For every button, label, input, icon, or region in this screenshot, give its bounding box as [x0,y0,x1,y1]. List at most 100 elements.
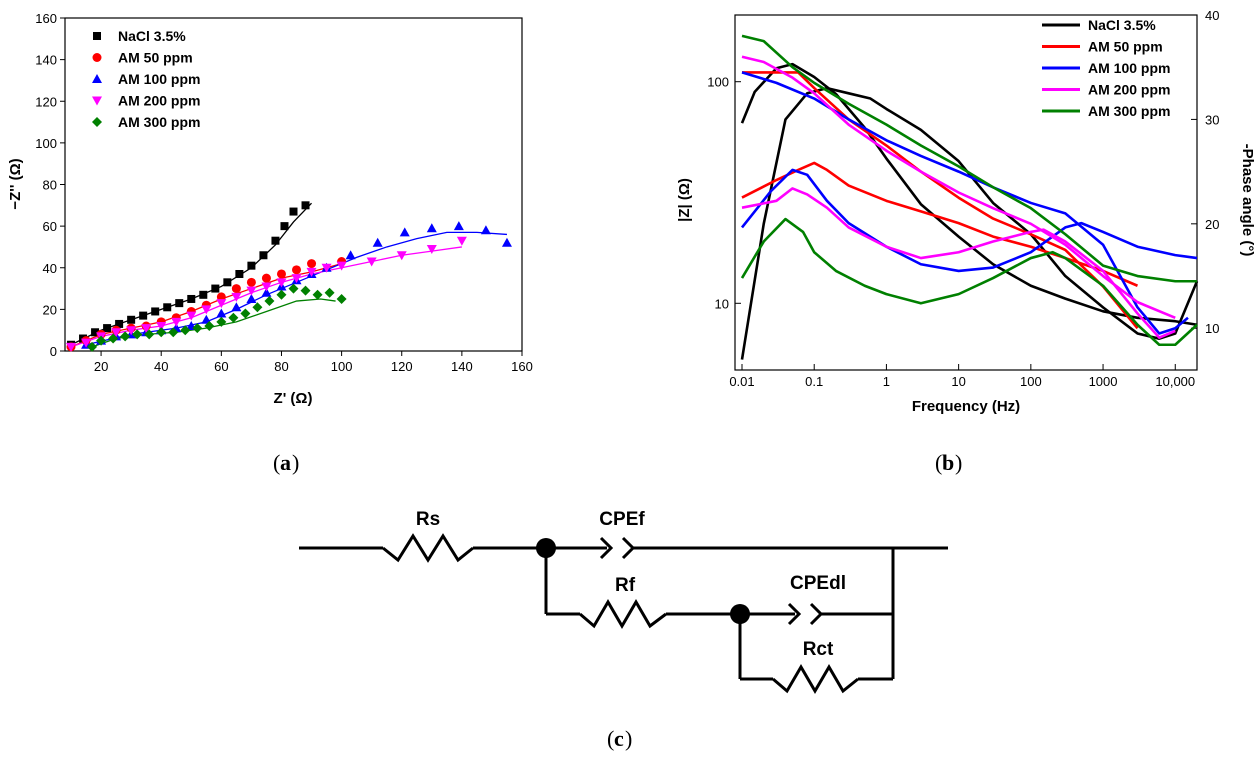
nyquist-point-3 [246,286,257,296]
circuit-node [536,538,556,558]
bode-y-tick-label: 10 [715,296,729,311]
nyquist-point-4 [192,323,203,334]
bode-series-lines [740,34,1199,360]
nyquist-x-tick-label: 100 [331,359,353,374]
nyquist-point-2 [261,287,272,297]
nyquist-point-1 [307,259,317,269]
nyquist-point-3 [336,261,347,271]
nyquist-point-4 [180,325,191,336]
nyquist-point-4 [204,321,215,332]
bode-modulus-line-4 [740,217,1198,347]
cpe-f-plate-1 [599,536,614,560]
nyquist-point-1 [246,277,256,287]
nyquist-point-3 [201,305,212,315]
nyquist-y-tick-label: 120 [35,94,57,109]
bode-x-tick-label: 10 [951,374,965,389]
nyquist-point-4 [108,333,119,344]
nyquist-point-3 [396,251,407,261]
nyquist-point-4 [312,289,323,300]
nyquist-point-3 [156,322,167,332]
nyquist-point-3 [111,328,122,338]
nyquist-point-0 [103,324,112,333]
nyquist-fit-lines [70,202,508,348]
nyquist-point-4 [276,289,287,300]
bode-modulus-line-3 [741,187,1176,339]
nyquist-x-axis-label: Z' (Ω) [274,390,313,407]
nyquist-legend-marker-0 [93,32,101,40]
nyquist-legend-label-4: AM 300 ppm [118,114,200,130]
nyquist-point-0 [223,278,232,287]
nyquist-point-3 [321,263,332,273]
nyquist-legend-label-1: AM 50 ppm [118,50,193,66]
panel-label-b: ( b ) [935,450,962,475]
svg-text:): ) [625,726,632,751]
nyquist-point-4 [228,312,239,323]
nyquist-y-tick-label: 140 [35,53,57,68]
nyquist-legend-marker-4 [92,117,102,127]
nyquist-x-tick-label: 60 [214,359,228,374]
nyquist-point-4 [324,287,335,298]
bode-axis-ticks: 0.01 0.1 1 10 100 1000 10,000 10 100 10 20 30 40 [707,8,1219,389]
nyquist-point-1 [276,269,286,279]
bode-x-tick-label: 1000 [1089,374,1118,389]
nyquist-point-4 [87,341,98,352]
nyquist-y-tick-label: 80 [43,178,57,193]
cpe-dl-plate-2 [809,602,824,626]
nyquist-point-0 [211,284,220,293]
nyquist-y-tick-label: 60 [43,219,57,234]
bode-x-tick-label: 0.1 [805,374,823,389]
svg-text:(: ( [273,450,280,475]
nyquist-legend-marker-2 [92,74,102,83]
nyquist-legend-label-3: AM 200 ppm [118,93,200,109]
nyquist-point-4 [240,308,251,319]
nyquist-point-4 [120,331,131,342]
nyquist-point-1 [292,265,302,275]
nyquist-point-2 [399,227,410,237]
nyquist-legend-label-2: AM 100 ppm [118,71,200,87]
bode-x-tick-label: 100 [1020,374,1042,389]
nyquist-chart: 20 40 60 80 100 120 140 160 0 20 40 60 80 100 120 140 16… [7,11,533,407]
nyquist-data-points [66,201,512,352]
nyquist-x-tick-label: 20 [94,359,108,374]
nyquist-y-tick-label: 0 [50,344,57,359]
bode-modulus-line-2 [740,168,1198,273]
nyquist-point-1 [231,284,241,294]
bode-y2-axis-label: -Phase angle (°) [1239,144,1256,257]
nyquist-y-tick-label: 20 [43,302,57,317]
bode-x-tick-label: 1 [883,374,890,389]
bode-x-tick-label: 10,000 [1155,374,1195,389]
nyquist-point-4 [288,283,299,294]
nyquist-x-tick-label: 160 [511,359,533,374]
circuit-node [730,604,750,624]
nyquist-point-2 [216,308,227,318]
bode-chart: 0.01 0.1 1 10 100 1000 10,000 10 100 10 20 30 40 Fre… [676,8,1256,415]
bode-legend-label-1: AM 50 ppm [1088,39,1163,55]
nyquist-point-0 [115,319,124,328]
bode-phase-line-0 [740,86,1199,360]
nyquist-point-3 [66,342,77,352]
nyquist-point-1 [261,273,271,283]
nyquist-point-2 [345,250,356,260]
nyquist-point-0 [139,311,148,320]
resistor-rct [772,664,859,694]
nyquist-x-tick-label: 80 [274,359,288,374]
panel-label-c-letter: c [614,726,624,751]
nyquist-point-3 [126,326,137,336]
nyquist-point-3 [306,267,317,277]
nyquist-y-tick-label: 100 [35,136,57,151]
bode-y2-tick-label: 30 [1205,112,1219,127]
resistor-rf [579,599,667,629]
nyquist-point-2 [453,221,464,231]
bode-y2-tick-label: 40 [1205,8,1219,23]
nyquist-point-2 [372,237,383,247]
svg-text:): ) [955,450,962,475]
label-cpedl: CPEdl [790,573,846,594]
nyquist-point-4 [336,293,347,304]
nyquist-point-0 [271,236,280,245]
label-rct: Rct [803,639,834,660]
nyquist-point-3 [171,317,182,327]
nyquist-point-3 [366,257,377,267]
nyquist-point-4 [132,329,143,340]
bode-phase-line-4 [741,34,1197,283]
